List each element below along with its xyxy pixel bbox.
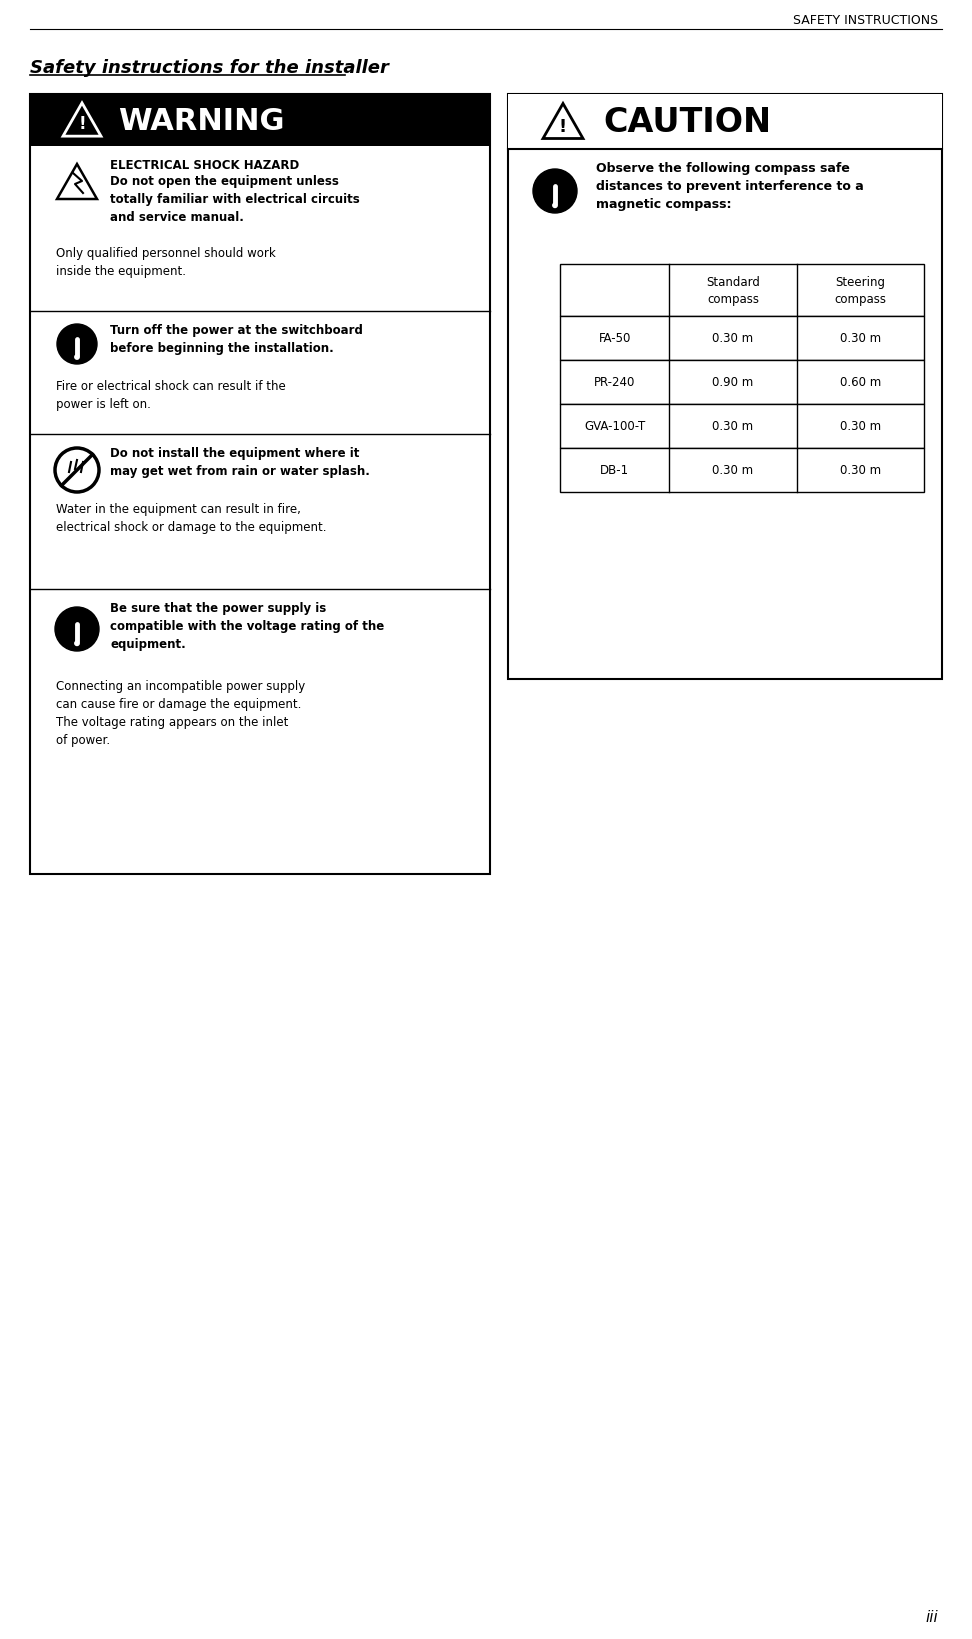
Bar — [508, 95, 942, 680]
Text: ELECTRICAL SHOCK HAZARD: ELECTRICAL SHOCK HAZARD — [110, 159, 299, 172]
Text: Fire or electrical shock can result if the
power is left on.: Fire or electrical shock can result if t… — [56, 380, 286, 411]
Circle shape — [533, 170, 577, 213]
Text: 0.60 m: 0.60 m — [840, 377, 881, 390]
Text: FA-50: FA-50 — [599, 333, 631, 346]
Text: PR-240: PR-240 — [594, 377, 636, 390]
Text: 0.30 m: 0.30 m — [840, 333, 881, 346]
Text: Only qualified personnel should work
inside the equipment.: Only qualified personnel should work ins… — [56, 247, 276, 279]
Text: Do not open the equipment unless
totally familiar with electrical circuits
and s: Do not open the equipment unless totally… — [110, 175, 360, 225]
Bar — [30, 95, 490, 148]
Circle shape — [57, 325, 97, 365]
Text: Safety instructions for the installer: Safety instructions for the installer — [30, 59, 389, 77]
Circle shape — [75, 642, 79, 646]
Bar — [508, 95, 942, 149]
Text: Observe the following compass safe
distances to prevent interference to a
magnet: Observe the following compass safe dista… — [596, 162, 864, 211]
Text: CAUTION: CAUTION — [603, 107, 771, 139]
Text: Be sure that the power supply is
compatible with the voltage rating of the
equip: Be sure that the power supply is compati… — [110, 602, 384, 651]
Text: 0.30 m: 0.30 m — [712, 420, 753, 433]
Bar — [560, 316, 924, 361]
Text: WARNING: WARNING — [118, 107, 285, 136]
Text: 0.30 m: 0.30 m — [840, 420, 881, 433]
Bar — [30, 95, 490, 875]
Circle shape — [553, 203, 557, 208]
Text: Water in the equipment can result in fire,
electrical shock or damage to the equ: Water in the equipment can result in fir… — [56, 503, 327, 534]
Text: Standard
compass: Standard compass — [706, 275, 760, 306]
Text: Connecting an incompatible power supply
can cause fire or damage the equipment.
: Connecting an incompatible power supply … — [56, 680, 305, 746]
Text: SAFETY INSTRUCTIONS: SAFETY INSTRUCTIONS — [793, 13, 938, 26]
Text: GVA-100-T: GVA-100-T — [584, 420, 645, 433]
Text: !: ! — [78, 115, 86, 133]
Text: Steering
compass: Steering compass — [834, 275, 886, 306]
Bar — [560, 449, 924, 493]
Text: iii: iii — [925, 1609, 938, 1624]
Circle shape — [75, 356, 79, 361]
Circle shape — [55, 608, 99, 652]
Bar — [560, 266, 924, 316]
Text: 0.30 m: 0.30 m — [712, 464, 753, 477]
Bar — [560, 361, 924, 405]
Text: Turn off the power at the switchboard
before beginning the installation.: Turn off the power at the switchboard be… — [110, 325, 363, 354]
Text: 0.30 m: 0.30 m — [840, 464, 881, 477]
Bar — [560, 405, 924, 449]
Text: DB-1: DB-1 — [600, 464, 629, 477]
Text: 0.30 m: 0.30 m — [712, 333, 753, 346]
Text: Do not install the equipment where it
may get wet from rain or water splash.: Do not install the equipment where it ma… — [110, 447, 370, 477]
Text: !: ! — [559, 118, 567, 136]
Text: 0.90 m: 0.90 m — [712, 377, 753, 390]
